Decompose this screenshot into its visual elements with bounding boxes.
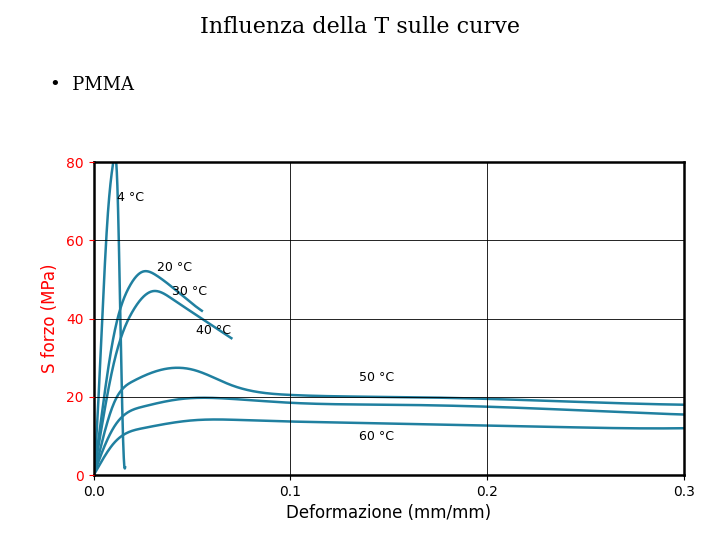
Text: 40 °C: 40 °C: [196, 324, 231, 337]
Text: Influenza della T sulle curve: Influenza della T sulle curve: [200, 16, 520, 38]
Text: 4 °C: 4 °C: [117, 191, 144, 204]
Text: 60 °C: 60 °C: [359, 429, 395, 443]
Text: 30 °C: 30 °C: [172, 285, 207, 298]
Text: 50 °C: 50 °C: [359, 371, 395, 384]
Text: •  PMMA: • PMMA: [50, 76, 135, 93]
X-axis label: Deformazione (mm/mm): Deformazione (mm/mm): [287, 504, 491, 523]
Y-axis label: S forzo (MPa): S forzo (MPa): [41, 264, 59, 373]
Text: 20 °C: 20 °C: [156, 261, 192, 274]
